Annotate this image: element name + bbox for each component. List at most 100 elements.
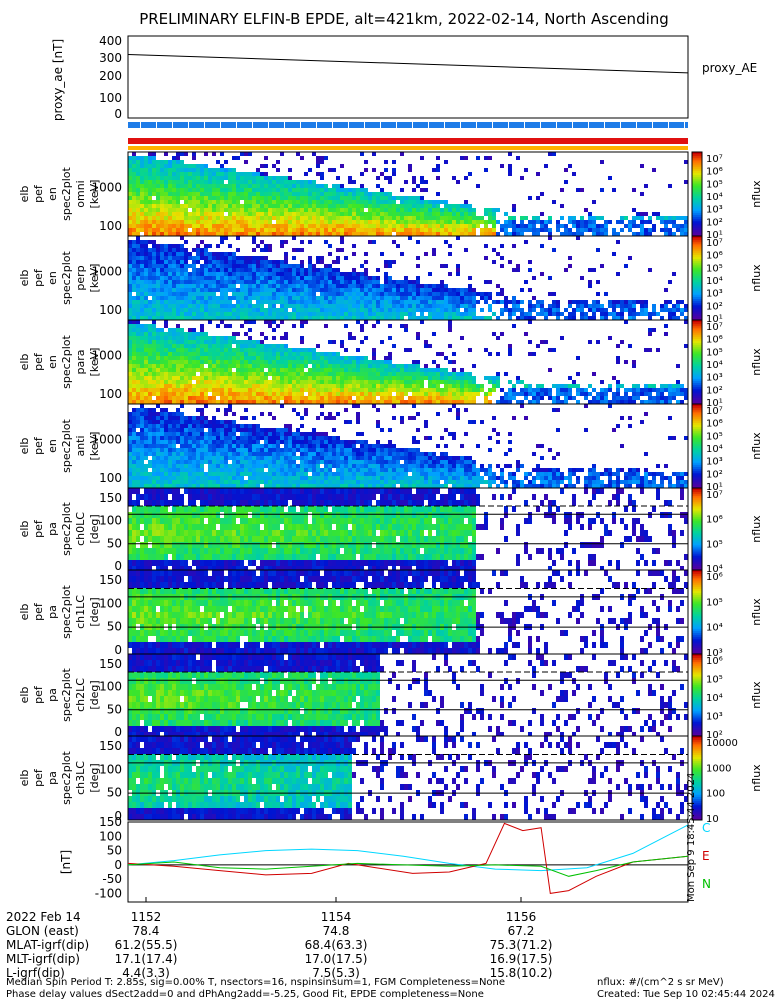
spectrogram-cell (212, 216, 216, 220)
spectrogram-cell (136, 472, 140, 476)
spectrogram-cell (356, 308, 360, 312)
spectrogram-cell (668, 184, 672, 188)
spectrogram-cell (172, 160, 176, 164)
spectrogram-cell (332, 272, 336, 276)
spectrogram-cell (560, 384, 564, 388)
spectrogram-cell (288, 376, 292, 380)
spectrogram-cell (312, 204, 316, 208)
spectrogram-cell (172, 188, 176, 192)
spectrogram-cell (168, 388, 172, 392)
spectrogram-cell (336, 176, 340, 180)
spectrogram-cell (268, 216, 272, 220)
spectrogram-cell (156, 352, 160, 356)
spectrogram-cell (168, 372, 172, 376)
spectrogram-cell (376, 392, 380, 396)
spectrogram-cell (400, 396, 404, 400)
spectrogram-cell (244, 220, 248, 224)
spectrogram-cell (356, 360, 360, 364)
spectrogram-cell (268, 228, 272, 232)
spectrogram-cell (356, 368, 360, 372)
spectrogram-cell (364, 160, 368, 164)
spectrogram-cell (144, 444, 148, 448)
spectrogram-cell (244, 320, 248, 324)
spectrogram-cell (152, 292, 156, 296)
spectrogram-cell (388, 212, 392, 216)
spectrogram-cell (184, 240, 188, 244)
spectrogram-cell (212, 356, 216, 360)
spectrogram-cell (228, 168, 232, 172)
spectrogram-cell (204, 204, 208, 208)
spectrogram-cell (348, 212, 352, 216)
spectrogram-cell (436, 224, 440, 228)
spectrogram-cell (212, 372, 216, 376)
spectrogram-cell (400, 152, 404, 156)
spectrogram-cell (332, 196, 336, 200)
spectrogram-cell (164, 356, 168, 360)
spectrogram-cell (160, 264, 164, 268)
spectrogram-cell (148, 156, 152, 160)
spectrogram-cell (340, 288, 344, 292)
spectrogram-cell (220, 340, 224, 344)
spectrogram-cell (312, 180, 316, 184)
spectrogram-cell (412, 220, 416, 224)
spectrogram-cell (392, 300, 396, 304)
spectrogram-cell (144, 192, 148, 196)
spectrogram-cell (372, 296, 376, 300)
spectrogram-cell (136, 420, 140, 424)
spectrogram-cell (168, 364, 172, 368)
spectrogram-cell (532, 224, 536, 228)
spectrogram-cell (128, 296, 132, 300)
spectrogram-cell (568, 164, 572, 168)
spectrogram-cell (676, 384, 680, 388)
spectrogram-cell (296, 196, 300, 200)
spectrogram-cell (264, 180, 268, 184)
spectrogram-cell (632, 304, 636, 308)
spectrogram-cell (360, 184, 364, 188)
spectrogram-cell (220, 388, 224, 392)
spectrogram-cell (184, 272, 188, 276)
spectrogram-cell (300, 264, 304, 268)
spectrogram-cell (488, 232, 492, 236)
spectrogram-cell (420, 396, 424, 400)
spectrogram-cell (160, 384, 164, 388)
spectrogram-cell (360, 308, 364, 312)
colorbar-segment (692, 267, 702, 271)
spectrogram-cell (604, 232, 608, 236)
spectrogram-cell (148, 168, 152, 172)
spectrogram-cell (200, 232, 204, 236)
spectrogram-cell (152, 356, 156, 360)
spectrogram-cell (268, 188, 272, 192)
spectrogram-cell (184, 308, 188, 312)
spectrogram-cell (428, 312, 432, 316)
spectrogram-cell (204, 396, 208, 400)
spectrogram-cell (240, 292, 244, 296)
spectrogram-cell (360, 312, 364, 316)
spectrogram-cell (540, 384, 544, 388)
spectrogram-cell (292, 188, 296, 192)
spectrogram-cell (508, 308, 512, 312)
spectrogram-cell (408, 204, 412, 208)
spectrogram-ytick: 1000 (91, 348, 122, 362)
spectrogram-cell (240, 384, 244, 388)
spectrogram-cell (444, 296, 448, 300)
spectrogram-cell (260, 212, 264, 216)
spectrogram-cell (364, 336, 368, 340)
spectrogram-cell (156, 164, 160, 168)
spectrogram-cell (316, 220, 320, 224)
spectrogram-cell (144, 428, 148, 432)
spectrogram-cell (312, 216, 316, 220)
spectrogram-cell (320, 316, 324, 320)
spectrogram-cell (144, 440, 148, 444)
spectrogram-cell (616, 392, 620, 396)
spectrogram-cell (248, 288, 252, 292)
spectrogram-cell (336, 360, 340, 364)
spectrogram-cell (416, 212, 420, 216)
spectrogram-cell (324, 288, 328, 292)
segment-bar-blue (128, 122, 688, 128)
spectrogram-cell (488, 212, 492, 216)
spectrogram-cell (528, 224, 532, 228)
spectrogram-cell (136, 188, 140, 192)
spectrogram-cell (508, 388, 512, 392)
spectrogram-cell (368, 192, 372, 196)
spectrogram-cell (240, 268, 244, 272)
